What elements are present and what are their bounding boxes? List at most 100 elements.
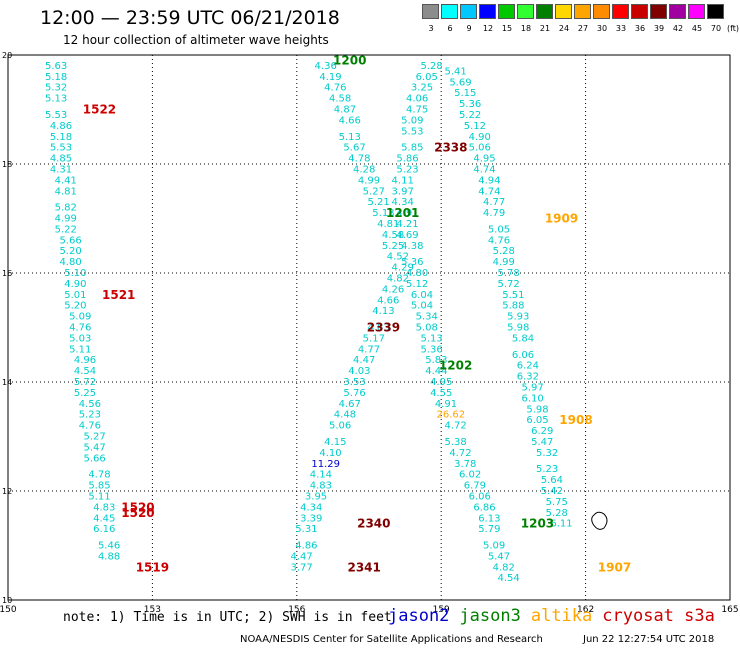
colorbar-swatch [707, 4, 724, 19]
wave-height-value: 5.97 [522, 382, 544, 393]
wave-height-value: 5.27 [84, 432, 106, 443]
wave-height-value: 5.22 [55, 224, 77, 235]
wave-height-value: 4.76 [69, 323, 91, 334]
wave-height-value: 5.09 [483, 541, 505, 552]
wave-height-value: 5.47 [488, 551, 510, 562]
y-tick-label: 20 [2, 51, 12, 60]
pass-time-label: 1519 [136, 560, 169, 574]
y-tick-label: 16 [2, 269, 12, 278]
colorbar-swatch [574, 4, 591, 19]
wave-height-value: 6.06 [512, 350, 534, 361]
colorbar-label: 6 [447, 24, 453, 33]
wave-height-value: 6.32 [517, 372, 539, 383]
wave-height-value: 5.46 [98, 541, 120, 552]
wave-height-value: 4.28 [353, 164, 375, 175]
wave-height-value: 5.06 [329, 421, 351, 432]
wave-height-value: 5.85 [88, 481, 110, 492]
wave-height-value: 5.84 [512, 333, 534, 344]
wave-height-value: 5.47 [84, 442, 106, 453]
wave-height-value: 4.55 [430, 388, 452, 399]
wave-height-value: 4.21 [396, 219, 418, 230]
wave-height-value: 5.15 [454, 88, 476, 99]
wave-height-value: 5.20 [59, 246, 81, 257]
colorbar-swatch [555, 4, 572, 19]
pass-time-label: 1909 [545, 212, 578, 226]
x-tick-label: 165 [721, 605, 738, 615]
wave-height-value: 4.67 [339, 399, 361, 410]
wave-height-value: 5.13 [420, 333, 442, 344]
wave-height-value: 5.23 [536, 464, 558, 475]
pass-time-label: 1907 [598, 560, 631, 574]
colorbar-swatch [479, 4, 496, 19]
wave-height-value: 4.69 [396, 230, 418, 241]
pass-time-label: 1520 [121, 506, 154, 520]
colorbar-label: 21 [539, 24, 551, 33]
legend-jason3: jason3 [459, 606, 521, 626]
wave-height-value: 4.95 [473, 154, 495, 165]
wave-height-value: 6.29 [531, 426, 553, 437]
wave-height-value: 5.72 [74, 377, 96, 388]
wave-height-value: 4.34 [300, 502, 322, 513]
legend-altika: altika [530, 606, 593, 626]
wave-height-value: 5.75 [546, 497, 568, 508]
wave-height-value: 6.79 [464, 481, 486, 492]
wave-height-value: 5.47 [531, 437, 553, 448]
wave-height-value: 6.16 [93, 524, 115, 535]
wave-height-value: 4.96 [74, 355, 96, 366]
wave-height-value: 4.58 [382, 230, 404, 241]
wave-height-value: 4.91 [435, 399, 457, 410]
colorbar-swatch [631, 4, 648, 19]
wave-height-value: 5.36 [459, 99, 481, 110]
pass-time-label: 1521 [102, 288, 135, 302]
wave-height-value: 6.11 [550, 519, 572, 530]
colorbar-swatch [650, 4, 667, 19]
wave-height-value: 4.86 [50, 121, 72, 132]
wave-height-value: 5.86 [396, 154, 418, 165]
wave-height-value: 5.53 [45, 110, 67, 121]
wave-height-value: 6.05 [416, 72, 438, 83]
wave-height-value: 5.93 [507, 312, 529, 323]
wave-height-value: 5.21 [367, 197, 389, 208]
x-tick-label: 150 [0, 605, 17, 615]
pass-time-label: 2341 [347, 560, 380, 574]
wave-height-value: 5.85 [401, 143, 423, 154]
wave-height-value: 5.04 [411, 301, 433, 312]
colorbar-label: 24 [558, 24, 570, 33]
wave-height-value: 6.10 [522, 393, 544, 404]
timestamp-text: Jun 22 12:27:54 UTC 2018 [583, 634, 715, 645]
wave-height-value: 4.14 [310, 470, 332, 481]
wave-height-value: 4.34 [392, 197, 414, 208]
wave-height-value: 4.56 [79, 399, 101, 410]
wave-height-value: 5.72 [497, 279, 519, 290]
colorbar-label: 42 [672, 24, 684, 33]
wave-height-value: 4.76 [324, 83, 346, 94]
wave-height-value: 5.32 [536, 448, 558, 459]
wave-height-value: 5.69 [449, 77, 471, 88]
wave-height-value: 4.03 [348, 366, 370, 377]
colorbar-label: 33 [615, 24, 627, 33]
wave-height-value: 5.79 [478, 524, 500, 535]
pass-time-label: 1202 [439, 359, 472, 373]
wave-height-value: 5.83 [425, 355, 447, 366]
wave-height-value: 6.86 [473, 502, 495, 513]
wave-height-value: 5.13 [45, 94, 67, 105]
colorbar-label: 15 [501, 24, 513, 33]
wave-height-value: 4.88 [98, 551, 120, 562]
wave-height-value: 4.11 [392, 175, 414, 186]
wave-height-value: 5.36 [420, 344, 442, 355]
wave-height-value: 4.94 [478, 175, 500, 186]
wave-height-value: 5.10 [64, 268, 86, 279]
wave-height-value: 4.83 [310, 481, 332, 492]
wave-height-value: 5.88 [502, 301, 524, 312]
wave-height-value: 4.76 [488, 235, 510, 246]
legend-jason2: jason2 [388, 606, 450, 626]
wave-height-value: 3.77 [290, 562, 312, 573]
wave-height-value: 4.54 [497, 573, 519, 584]
wave-height-value: 5.32 [45, 83, 67, 94]
wave-height-value: 5.03 [69, 333, 91, 344]
wave-height-value: 4.13 [372, 306, 394, 317]
wave-height-value: 4.41 [55, 175, 77, 186]
wave-height-value: 4.80 [406, 268, 428, 279]
wave-height-value: 5.51 [502, 290, 524, 301]
